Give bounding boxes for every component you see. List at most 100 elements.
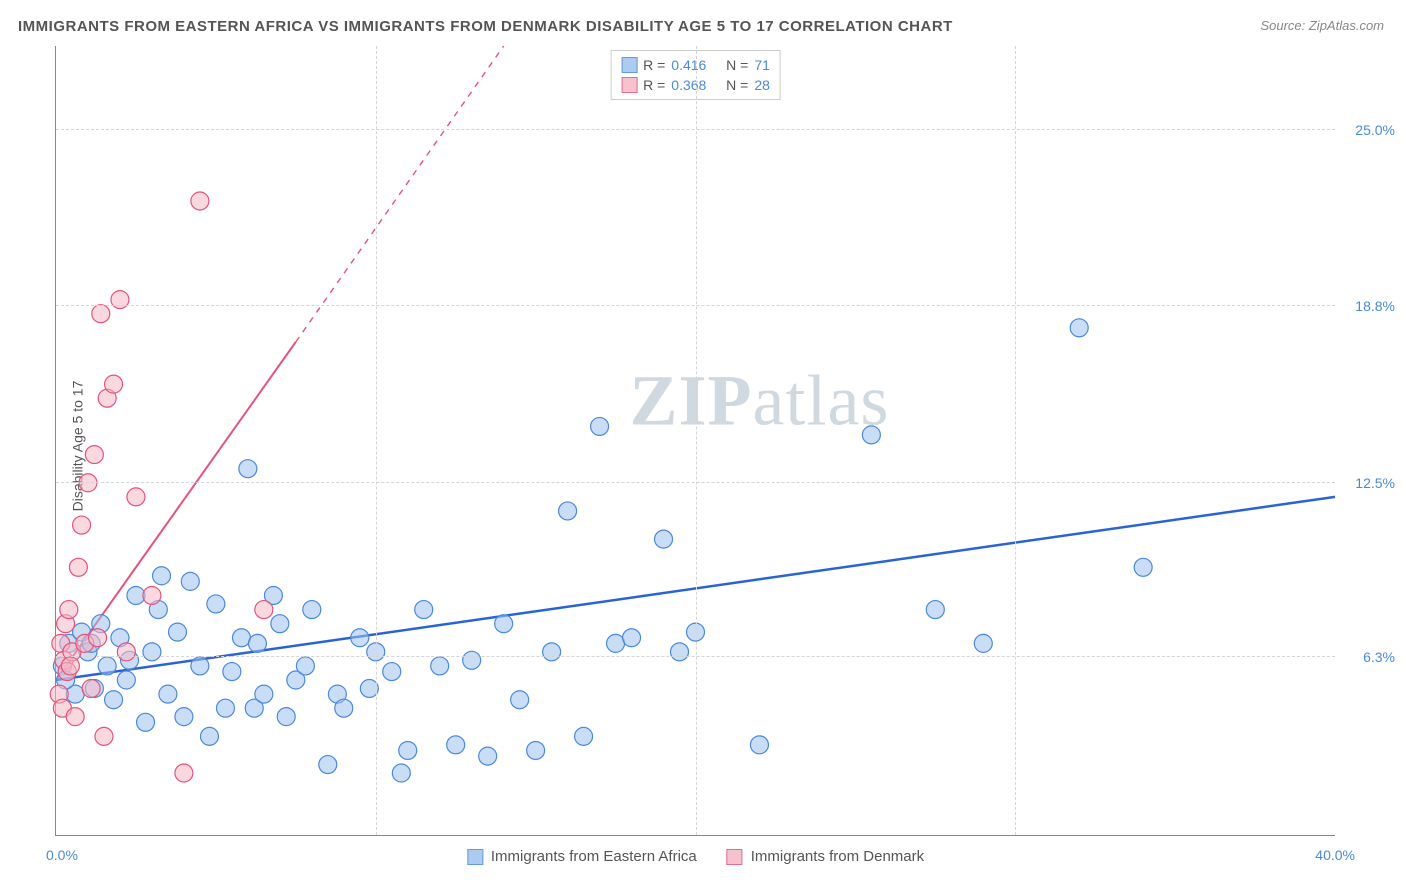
legend-swatch-eastern_africa (467, 849, 483, 865)
scatter-point-eastern_africa (239, 460, 257, 478)
legend-n-prefix: N = (726, 77, 748, 93)
scatter-point-eastern_africa (175, 708, 193, 726)
scatter-point-eastern_africa (200, 727, 218, 745)
legend-bottom-item: Immigrants from Eastern Africa (467, 848, 697, 865)
scatter-point-eastern_africa (277, 708, 295, 726)
legend-r-value: 0.416 (671, 57, 706, 73)
scatter-point-eastern_africa (392, 764, 410, 782)
scatter-point-eastern_africa (415, 601, 433, 619)
scatter-point-eastern_africa (351, 629, 369, 647)
legend-bottom: Immigrants from Eastern Africa Immigrant… (467, 848, 924, 865)
scatter-point-eastern_africa (1070, 319, 1088, 337)
scatter-point-eastern_africa (575, 727, 593, 745)
scatter-point-denmark (89, 629, 107, 647)
scatter-point-eastern_africa (399, 741, 417, 759)
y-tick-label: 12.5% (1355, 475, 1395, 491)
legend-series-label: Immigrants from Denmark (751, 848, 924, 865)
scatter-point-eastern_africa (181, 572, 199, 590)
y-tick-label: 18.8% (1355, 298, 1395, 314)
scatter-point-eastern_africa (431, 657, 449, 675)
scatter-point-eastern_africa (559, 502, 577, 520)
legend-n-value: 28 (754, 77, 770, 93)
regression-line-dashed-denmark (296, 46, 504, 342)
scatter-point-eastern_africa (607, 634, 625, 652)
scatter-point-eastern_africa (248, 634, 266, 652)
scatter-point-eastern_africa (655, 530, 673, 548)
legend-series-label: Immigrants from Eastern Africa (491, 848, 697, 865)
y-tick-label: 6.3% (1363, 649, 1395, 665)
scatter-point-denmark (60, 601, 78, 619)
legend-swatch-denmark (621, 77, 637, 93)
scatter-point-denmark (82, 679, 100, 697)
scatter-point-eastern_africa (527, 741, 545, 759)
legend-r-value: 0.368 (671, 77, 706, 93)
scatter-point-eastern_africa (319, 756, 337, 774)
scatter-point-denmark (117, 643, 135, 661)
scatter-point-eastern_africa (137, 713, 155, 731)
scatter-point-denmark (127, 488, 145, 506)
scatter-point-denmark (105, 375, 123, 393)
plot-area: ZIPatlas R = 0.416 N = 71 R = 0.368 N = … (55, 46, 1335, 836)
scatter-point-eastern_africa (105, 691, 123, 709)
legend-n-prefix: N = (726, 57, 748, 73)
scatter-point-eastern_africa (926, 601, 944, 619)
scatter-point-eastern_africa (159, 685, 177, 703)
legend-n-value: 71 (754, 57, 770, 73)
scatter-point-denmark (175, 764, 193, 782)
scatter-point-eastern_africa (862, 426, 880, 444)
scatter-point-eastern_africa (216, 699, 234, 717)
scatter-point-eastern_africa (383, 663, 401, 681)
scatter-point-eastern_africa (335, 699, 353, 717)
legend-swatch-eastern_africa (621, 57, 637, 73)
scatter-point-eastern_africa (447, 736, 465, 754)
x-tick-min: 0.0% (46, 847, 78, 863)
scatter-point-eastern_africa (117, 671, 135, 689)
scatter-point-denmark (255, 601, 273, 619)
y-tick-label: 25.0% (1355, 122, 1395, 138)
scatter-point-eastern_africa (127, 586, 145, 604)
scatter-point-eastern_africa (495, 615, 513, 633)
scatter-point-denmark (85, 446, 103, 464)
scatter-point-eastern_africa (98, 657, 116, 675)
scatter-point-denmark (69, 558, 87, 576)
scatter-point-eastern_africa (623, 629, 641, 647)
scatter-point-denmark (95, 727, 113, 745)
scatter-point-eastern_africa (232, 629, 250, 647)
legend-swatch-denmark (727, 849, 743, 865)
scatter-point-denmark (73, 516, 91, 534)
gridline-v (1015, 46, 1016, 835)
scatter-point-eastern_africa (511, 691, 529, 709)
scatter-point-eastern_africa (974, 634, 992, 652)
scatter-point-denmark (143, 586, 161, 604)
scatter-point-eastern_africa (543, 643, 561, 661)
scatter-point-eastern_africa (1134, 558, 1152, 576)
scatter-point-denmark (191, 192, 209, 210)
chart-title: IMMIGRANTS FROM EASTERN AFRICA VS IMMIGR… (18, 18, 953, 35)
scatter-point-eastern_africa (463, 651, 481, 669)
scatter-point-eastern_africa (223, 663, 241, 681)
scatter-point-eastern_africa (153, 567, 171, 585)
scatter-point-eastern_africa (303, 601, 321, 619)
scatter-point-eastern_africa (750, 736, 768, 754)
scatter-point-eastern_africa (671, 643, 689, 661)
legend-r-prefix: R = (643, 77, 665, 93)
scatter-point-eastern_africa (255, 685, 273, 703)
scatter-point-eastern_africa (169, 623, 187, 641)
scatter-point-denmark (111, 291, 129, 309)
scatter-point-eastern_africa (479, 747, 497, 765)
scatter-point-eastern_africa (296, 657, 314, 675)
scatter-point-eastern_africa (271, 615, 289, 633)
scatter-point-denmark (61, 657, 79, 675)
x-tick-max: 40.0% (1315, 847, 1355, 863)
scatter-point-eastern_africa (143, 643, 161, 661)
scatter-point-eastern_africa (191, 657, 209, 675)
scatter-point-eastern_africa (591, 417, 609, 435)
scatter-point-eastern_africa (207, 595, 225, 613)
legend-r-prefix: R = (643, 57, 665, 73)
legend-bottom-item: Immigrants from Denmark (727, 848, 924, 865)
source-attribution: Source: ZipAtlas.com (1260, 18, 1384, 33)
gridline-v (376, 46, 377, 835)
scatter-point-denmark (92, 305, 110, 323)
gridline-v (696, 46, 697, 835)
scatter-point-denmark (66, 708, 84, 726)
